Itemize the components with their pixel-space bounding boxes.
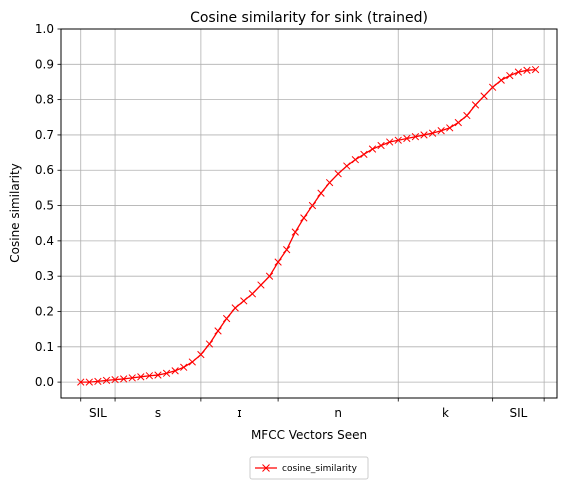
y-axis-label: Cosine similarity (8, 163, 22, 262)
x-axis-label: MFCC Vectors Seen (251, 428, 367, 442)
y-tick-label: 0.6 (35, 163, 54, 177)
data-point-marker (197, 350, 205, 359)
data-point-marker (360, 150, 368, 159)
data-point-marker (394, 136, 402, 144)
data-point-marker (403, 134, 411, 143)
x-tick-label: k (442, 406, 449, 420)
data-point-marker (231, 304, 239, 312)
data-point-marker (506, 71, 514, 80)
y-tick-label: 1.0 (35, 22, 54, 36)
data-point-marker (343, 162, 351, 170)
data-point-marker (317, 189, 325, 197)
data-point-marker (471, 101, 480, 109)
data-point-marker (454, 118, 462, 127)
y-tick-label: 0.2 (35, 304, 54, 318)
data-point-marker (386, 138, 394, 146)
x-tick-label: SIL (89, 406, 107, 420)
data-point-marker (420, 131, 428, 139)
data-point-marker (240, 297, 248, 305)
legend-marker-x-icon (262, 464, 270, 472)
y-axis: 0.0 0.1 0.2 0.3 0.4 0.5 0.6 0.7 0.8 0.9 1.0 (35, 22, 61, 389)
data-point-marker (102, 376, 111, 384)
data-point-marker (514, 68, 523, 76)
y-tick-label: 0.7 (35, 128, 54, 142)
chart-title: Cosine similarity for sink (trained) (190, 10, 428, 26)
series (77, 65, 540, 386)
data-point-marker (437, 127, 445, 135)
data-point-marker (205, 340, 214, 348)
data-point-marker (368, 145, 377, 153)
plot-area (61, 29, 557, 398)
data-point-marker (180, 363, 188, 371)
data-point-marker (85, 378, 93, 386)
data-point-marker (463, 111, 471, 120)
data-point-marker (291, 228, 299, 236)
data-point-marker (283, 246, 291, 254)
y-tick-label: 0.0 (35, 375, 54, 389)
data-point-marker (137, 373, 145, 381)
data-point-marker (222, 314, 231, 323)
data-point-marker (248, 290, 257, 298)
y-tick-label: 0.8 (35, 93, 54, 107)
data-point-marker (446, 124, 454, 132)
data-point-marker (154, 371, 162, 379)
x-axis: SIL s ɪ n k SIL (80, 398, 545, 420)
data-point-marker (162, 369, 171, 377)
x-tick-label: s (155, 406, 161, 420)
data-point-marker (523, 66, 531, 74)
data-point-marker (497, 76, 505, 84)
data-point-marker (428, 129, 437, 137)
data-point-marker (111, 375, 119, 384)
data-point-marker (334, 170, 342, 178)
y-tick-label: 0.4 (35, 234, 54, 248)
data-point-marker (480, 92, 488, 100)
data-point-marker (257, 281, 265, 289)
data-point-marker (300, 214, 308, 222)
data-point-marker (119, 375, 128, 383)
legend-label: cosine_similarity (282, 464, 358, 474)
y-tick-label: 0.5 (35, 199, 54, 213)
legend: cosine_similarity (249, 456, 369, 480)
y-tick-label: 0.9 (35, 57, 54, 71)
data-point-marker (128, 374, 136, 382)
data-point-marker (411, 133, 420, 141)
x-tick-label: ɪ (237, 406, 241, 420)
data-point-marker (351, 155, 359, 164)
data-point-marker (325, 178, 334, 187)
data-point-marker (214, 327, 222, 335)
data-point-marker (265, 272, 274, 280)
plot-frame (60, 28, 558, 399)
data-point-marker (171, 367, 179, 375)
data-point-marker (188, 358, 196, 366)
y-tick-label: 0.1 (35, 340, 54, 354)
data-point-marker (377, 141, 385, 150)
data-point-marker (531, 65, 540, 74)
data-point-marker (94, 377, 102, 386)
x-tick-label: SIL (509, 406, 527, 420)
data-point-marker (274, 258, 282, 266)
legend-box (249, 456, 369, 480)
x-tick-label: n (334, 406, 342, 420)
data-point-marker (77, 378, 85, 386)
data-point-marker (145, 372, 154, 380)
y-tick-label: 0.3 (35, 269, 54, 283)
data-point-marker (308, 201, 317, 210)
data-point-marker (488, 83, 497, 91)
